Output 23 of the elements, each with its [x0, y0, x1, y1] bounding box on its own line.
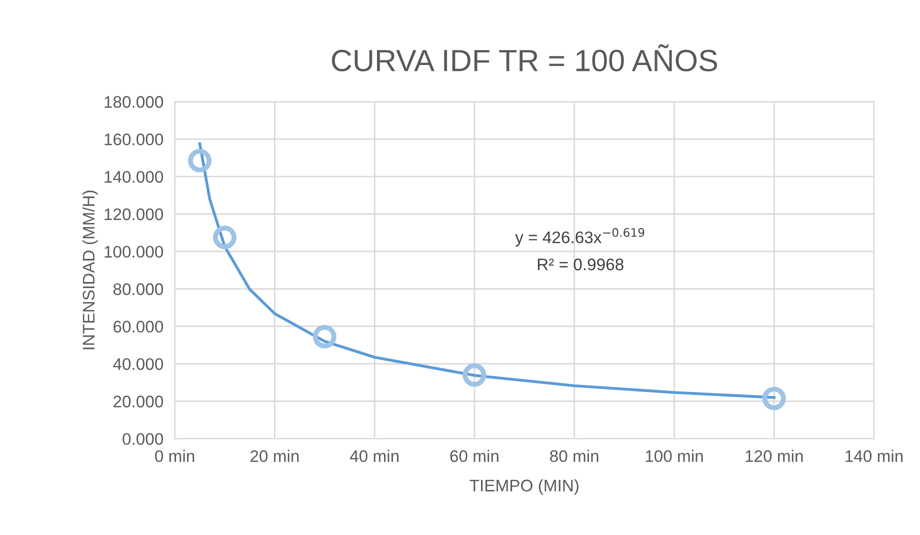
x-tick-label: 140 min	[846, 450, 903, 462]
x-axis-title: TIEMPO (MIN)	[470, 479, 578, 495]
x-tick-label: 0 min	[155, 450, 194, 462]
y-tick-label: 160.000	[104, 134, 164, 146]
y-tick-label: 120.000	[104, 208, 164, 220]
x-tick-label: 100 min	[646, 450, 703, 462]
y-tick-label: 60.000	[114, 320, 164, 333]
y-tick-label: 0.000	[122, 433, 164, 445]
x-tick-label: 40 min	[350, 450, 399, 462]
y-tick-label: 180.000	[104, 96, 164, 108]
y-tick-label: 80.000	[113, 283, 164, 296]
x-tick-label: 120 min	[746, 450, 803, 462]
x-tick-label: 20 min	[250, 450, 299, 462]
x-tick-label: 80 min	[550, 450, 598, 462]
y-tick-label: 40.000	[113, 358, 164, 370]
y-tick-label: 100.000	[104, 246, 164, 258]
chart-title: CURVA IDF TR = 100 AÑOS	[332, 44, 718, 72]
x-tick-label: 60 min	[450, 450, 498, 462]
annotation: R² = 0.9968	[538, 258, 624, 270]
y-axis-title: INTENSIDAD (MM/H)	[82, 190, 98, 350]
y-tick-label: 140.000	[104, 170, 164, 183]
annotation: y = 426.63x$^{−0.619}$	[515, 228, 644, 247]
y-tick-label: 20.000	[114, 396, 164, 408]
